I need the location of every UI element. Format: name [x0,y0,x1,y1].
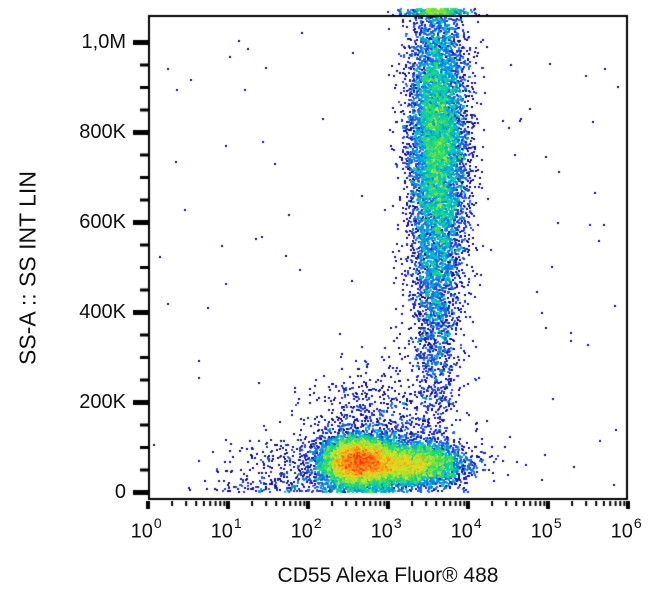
y-axis-title: SS-A :: SS INT LIN [14,171,41,365]
x-axis-title: CD55 Alexa Fluor® 488 [277,564,499,587]
y-tick-label-800K: 800K [79,121,126,143]
x-tick-label-10e3: 103 [370,515,402,543]
y-tick-label-400K: 400K [79,301,126,323]
x-tick-label-10e0: 100 [130,515,162,543]
x-tick-label-10e1: 101 [210,515,242,543]
y-tick-label-0: 0 [114,481,126,503]
x-tick-label-10e2: 102 [290,515,322,543]
y-tick-label-10M: 1,0M [81,31,126,53]
x-tick-label-10e6: 106 [610,515,642,543]
x-tick-label-10e4: 104 [450,515,482,543]
x-tick-label-10e5: 105 [530,515,562,543]
y-tick-label-200K: 200K [79,391,126,413]
y-tick-label-600K: 600K [79,211,126,233]
